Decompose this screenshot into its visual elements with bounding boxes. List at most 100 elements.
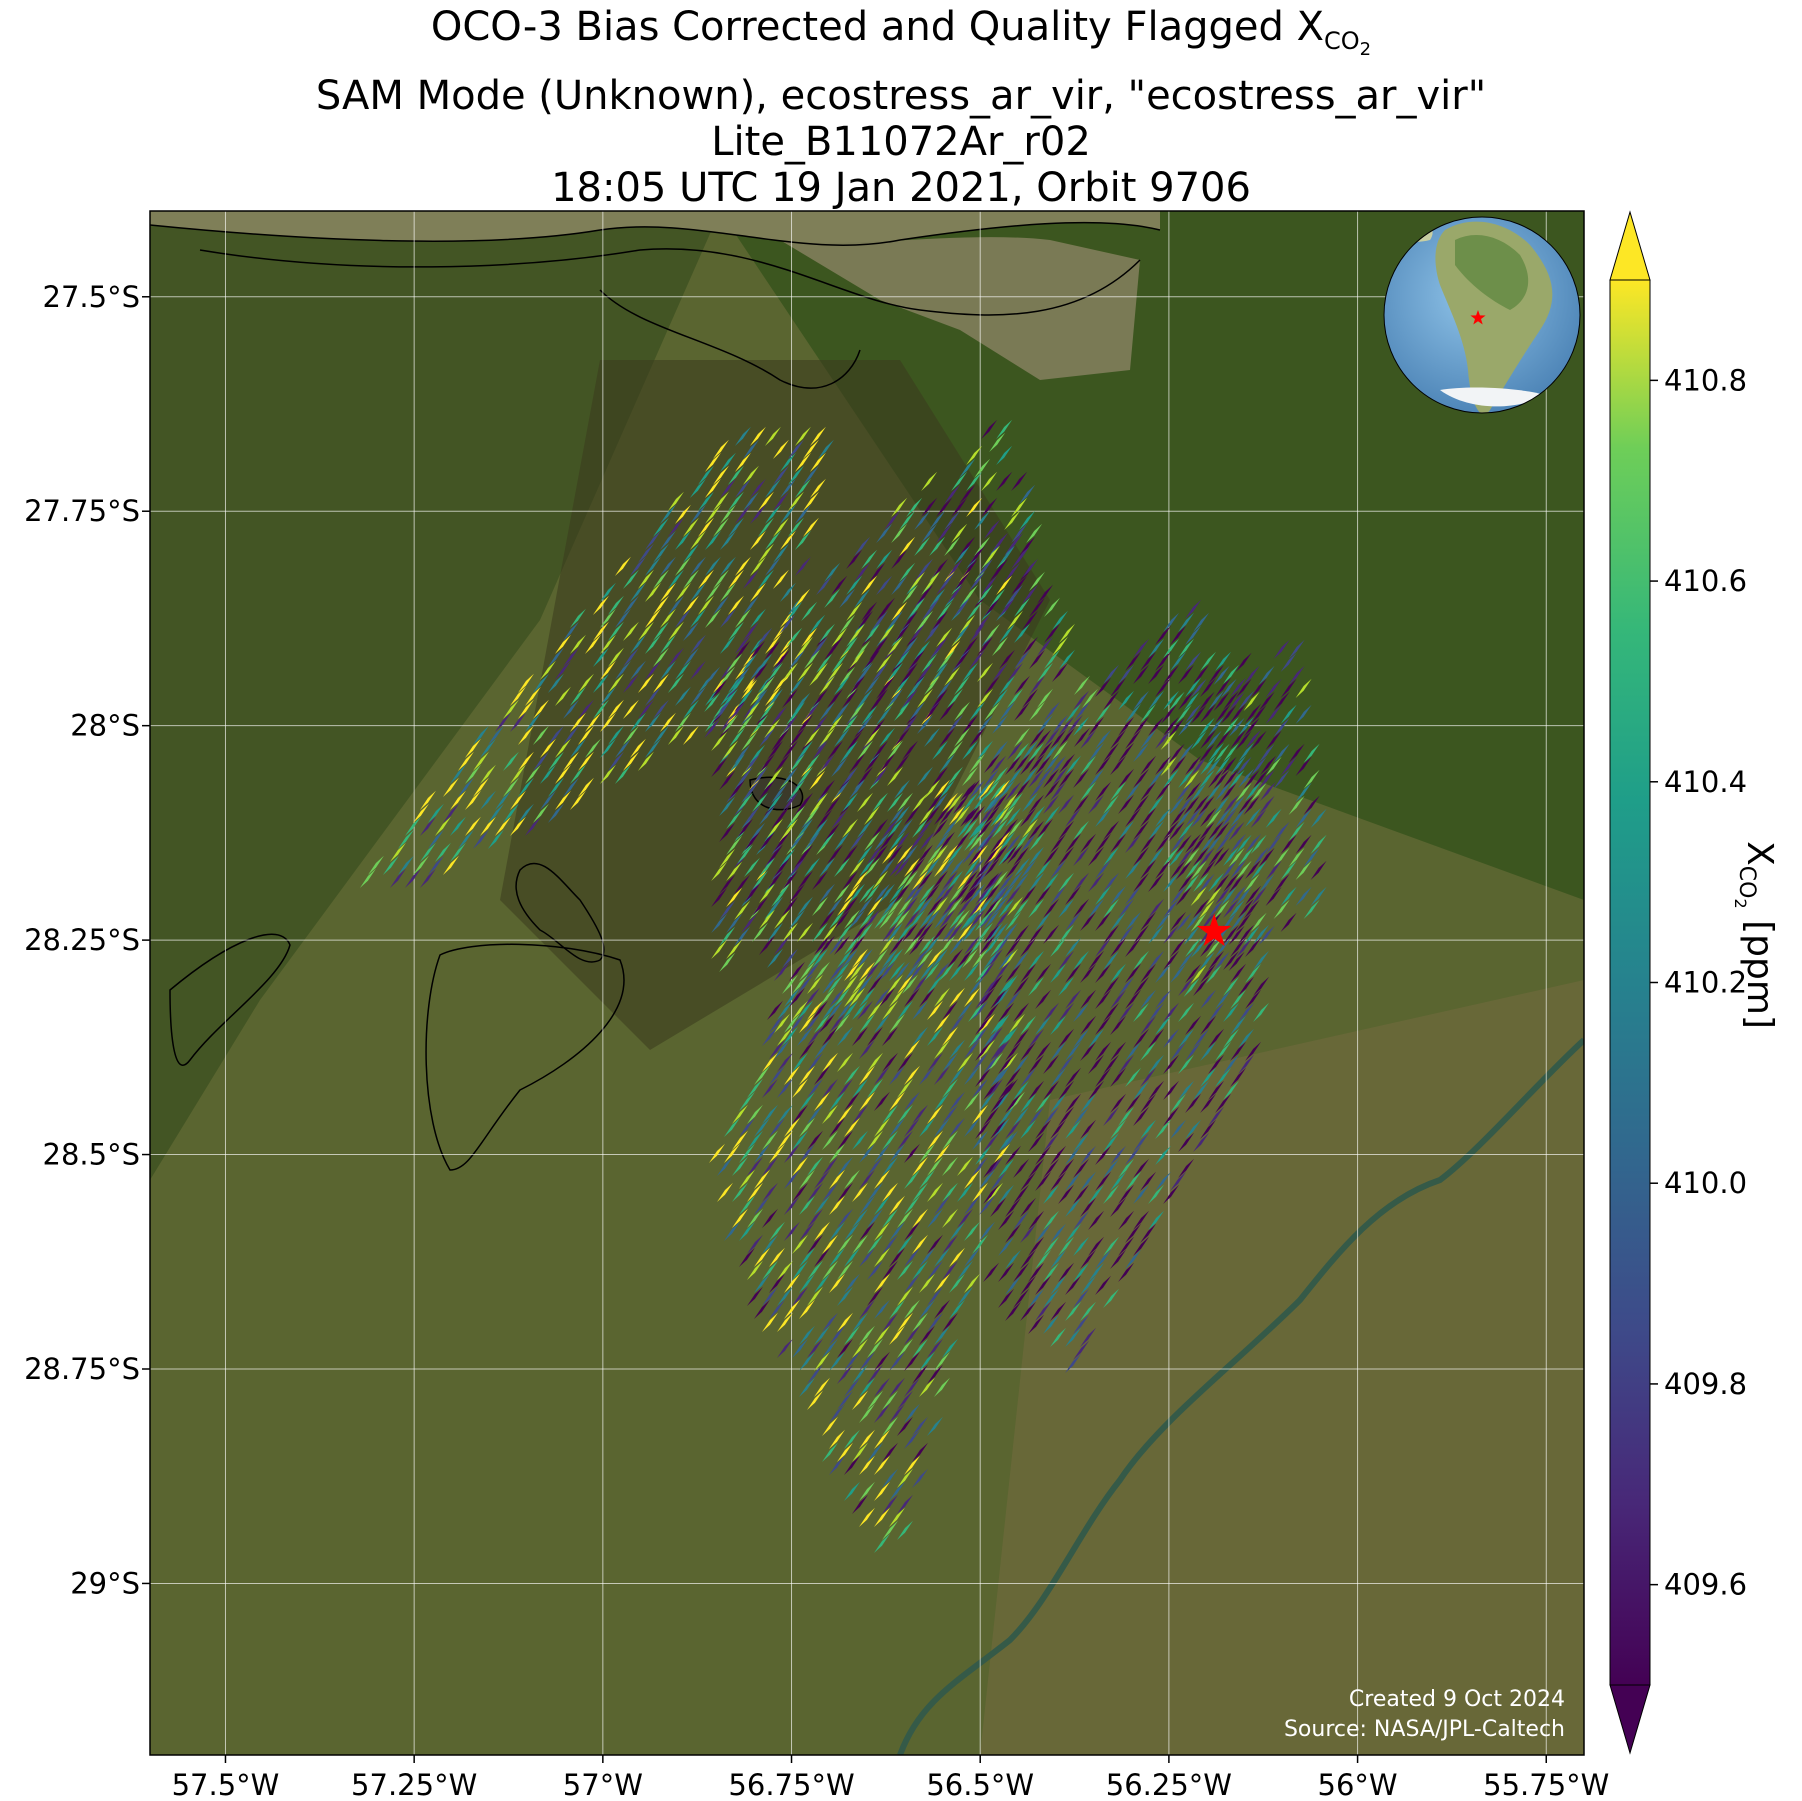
sounding-footprint <box>1170 833 1187 853</box>
sounding-footprint <box>977 922 993 942</box>
sounding-footprint <box>1095 703 1112 723</box>
sounding-footprint <box>882 1052 898 1072</box>
sounding-footprint <box>532 725 549 745</box>
sounding-footprint <box>1265 704 1282 724</box>
sounding-footprint <box>1073 950 1090 970</box>
sounding-footprint <box>1125 937 1142 957</box>
sounding-footprint <box>814 1221 830 1241</box>
sounding-footprint <box>1110 911 1127 931</box>
sounding-footprint <box>1007 532 1023 552</box>
map-area[interactable]: Created 9 Oct 2024 Source: NASA/JPL-Calt… <box>150 211 1584 1755</box>
sounding-footprint <box>934 1325 950 1345</box>
sounding-footprint <box>936 679 953 699</box>
sounding-footprint <box>524 712 541 732</box>
sounding-footprint <box>874 909 890 929</box>
sounding-footprint <box>1013 1054 1030 1074</box>
sounding-footprint <box>822 974 838 994</box>
sounding-footprint <box>904 1455 920 1475</box>
sounding-footprint <box>861 705 878 725</box>
sounding-footprint <box>924 779 940 799</box>
sounding-footprint <box>1193 1080 1210 1100</box>
sounding-footprint <box>771 783 788 803</box>
sounding-footprint <box>749 640 766 660</box>
sounding-footprint <box>712 517 729 537</box>
sounding-footprint <box>807 1208 823 1228</box>
sounding-footprint <box>984 519 1000 539</box>
sounding-footprint <box>524 686 541 706</box>
sounding-footprint <box>977 714 993 734</box>
sounding-footprint <box>924 883 940 903</box>
sounding-footprint <box>897 1468 913 1488</box>
sounding-footprint <box>891 497 908 517</box>
sounding-footprint <box>784 1169 800 1189</box>
sounding-footprint <box>1028 820 1045 840</box>
sounding-footprint <box>1178 664 1195 684</box>
sounding-footprint <box>807 1156 823 1176</box>
sounding-footprint <box>1178 820 1195 840</box>
sounding-footprint <box>1295 834 1312 854</box>
sounding-footprint <box>1185 703 1202 723</box>
sounding-footprint <box>842 1000 858 1020</box>
sounding-footprint <box>382 855 399 875</box>
sounding-footprint <box>807 948 823 968</box>
sounding-footprint <box>831 627 848 647</box>
sounding-footprint <box>962 662 978 682</box>
sounding-footprint <box>889 857 905 877</box>
sounding-footprint <box>864 623 880 643</box>
sounding-footprint <box>1160 756 1177 776</box>
sounding-footprint <box>704 666 721 686</box>
sounding-footprint <box>1022 740 1038 760</box>
sounding-footprint <box>864 753 880 773</box>
sounding-footprint <box>644 608 661 628</box>
sounding-footprint <box>854 562 871 582</box>
sounding-footprint <box>744 831 760 851</box>
sounding-footprint <box>772 465 789 485</box>
sounding-footprint <box>1205 756 1222 776</box>
sounding-footprint <box>972 870 988 890</box>
sounding-footprint <box>1280 834 1297 854</box>
sounding-footprint <box>996 419 1013 439</box>
sounding-footprint <box>1007 610 1023 630</box>
sounding-footprint <box>983 768 1000 788</box>
sounding-footprint <box>774 909 790 929</box>
sounding-footprint <box>704 478 721 498</box>
sounding-footprint <box>834 1013 850 1033</box>
sounding-footprint <box>464 764 481 784</box>
sounding-footprint <box>972 948 988 968</box>
sounding-footprint <box>990 755 1007 775</box>
sounding-footprint <box>972 1000 988 1020</box>
sounding-footprint <box>867 896 883 916</box>
lat-tick-label: 28°S <box>70 709 140 743</box>
sounding-footprint <box>829 1325 845 1345</box>
sounding-footprint <box>839 588 856 608</box>
sounding-footprint <box>794 478 811 498</box>
sounding-footprint <box>727 517 744 537</box>
sounding-footprint <box>960 781 977 801</box>
sounding-footprint <box>1110 1171 1127 1191</box>
sounding-footprint <box>769 1039 785 1059</box>
sounding-footprint <box>359 868 376 888</box>
sounding-footprint <box>442 777 459 797</box>
sounding-footprint <box>807 1000 823 1020</box>
sounding-footprint <box>1005 1197 1022 1217</box>
sounding-footprint <box>1175 704 1192 724</box>
sounding-footprint <box>992 688 1008 708</box>
sounding-footprint <box>919 1351 935 1371</box>
sounding-footprint <box>744 883 760 903</box>
sounding-footprint <box>1238 976 1255 996</box>
sounding-footprint <box>1133 794 1150 814</box>
sounding-footprint <box>859 987 875 1007</box>
sounding-footprint <box>1185 1041 1202 1061</box>
sounding-footprint <box>1073 1028 1090 1048</box>
sounding-footprint <box>859 883 875 903</box>
sounding-footprint <box>1253 768 1270 788</box>
sounding-footprint <box>1125 1223 1142 1243</box>
sounding-footprint <box>782 714 798 734</box>
sounding-footprint <box>1043 898 1060 918</box>
sounding-footprint <box>1037 714 1053 734</box>
sounding-footprint <box>924 805 940 825</box>
sounding-footprint <box>879 675 895 695</box>
sounding-footprint <box>852 974 868 994</box>
sounding-footprint <box>829 1403 845 1423</box>
sounding-footprint <box>954 675 970 695</box>
